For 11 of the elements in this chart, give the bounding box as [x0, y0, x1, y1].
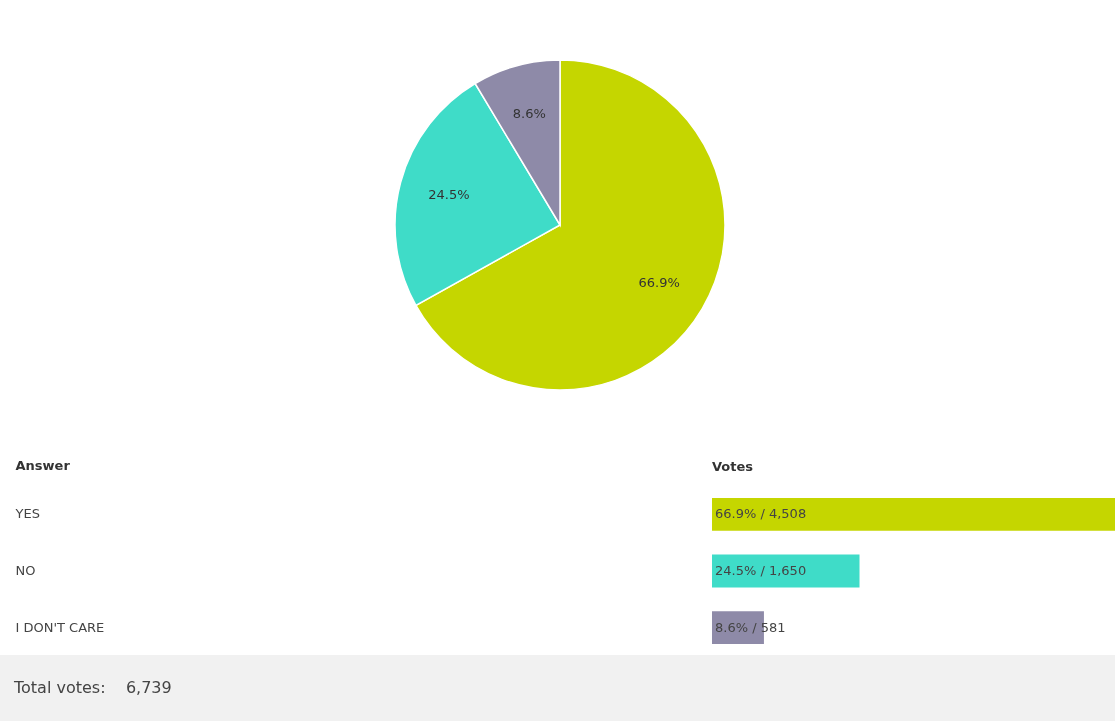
y-tick-label: NO	[15, 563, 36, 578]
y-tick-label: I DON'T CARE	[15, 619, 105, 635]
data-label: 8.6%	[512, 106, 546, 122]
data-label: 24.5% / 1,650	[715, 563, 807, 578]
y-tick-label: YES	[14, 506, 40, 522]
text: Total votes: 6,739	[0, 655, 1115, 721]
data-label: 24.5%	[428, 187, 470, 203]
x-axis-title: Votes	[712, 459, 754, 474]
data-label: 66.9% / 4,508	[715, 506, 807, 522]
data-label: 66.9%	[638, 275, 680, 291]
y-axis-title: Answer	[15, 457, 71, 473]
